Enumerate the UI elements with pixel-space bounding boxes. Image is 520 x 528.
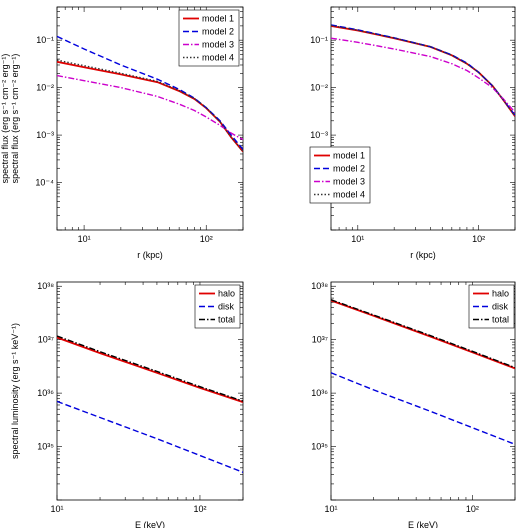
y-tick-label: 10³⁸: [311, 281, 328, 291]
series-line-model-4: [57, 59, 243, 152]
x-axis-label: r (kpc): [137, 250, 163, 260]
y-tick-label: 10⁻²: [36, 83, 54, 93]
series-line-model-2: [57, 35, 243, 150]
y-tick-label: 10³⁷: [38, 335, 54, 345]
y-axis-label: spectral flux (erg s⁻¹ cm⁻² erg⁻¹): [0, 54, 10, 184]
legend-label: model 2: [333, 164, 365, 174]
legend-label: halo: [492, 289, 509, 299]
y-tick-label: 10³⁵: [37, 442, 54, 452]
y-axis-label: spectral luminosity (erg s⁻¹ keV⁻¹): [10, 323, 20, 459]
series-line-halo: [331, 299, 515, 370]
legend-label: total: [218, 315, 235, 325]
chart-panel-2: 10¹ 10² 10⁻⁴ 10⁻³ 10⁻² 10⁻¹ r (kpc) spectral fl…: [0, 6, 516, 260]
series-line-total: [331, 299, 515, 369]
legend-label: total: [492, 315, 509, 325]
series-line-total: [57, 335, 243, 402]
y-tick-label: 10³⁸: [37, 281, 54, 291]
legend-label: model 4: [202, 53, 234, 63]
x-tick-label: 10²: [472, 234, 485, 244]
x-tick-label: 10²: [466, 504, 479, 514]
x-tick-label: 10¹: [324, 504, 337, 514]
legend-label: model 1: [333, 151, 365, 161]
series-line-disk: [331, 372, 515, 445]
legend: model 1 model 2 model 3 model 4: [178, 9, 240, 67]
legend-label: disk: [218, 302, 235, 312]
y-tick-label: 10³⁵: [311, 442, 328, 452]
series-line-disk: [57, 400, 243, 473]
y-tick-label: 10⁻⁴: [35, 178, 54, 188]
y-tick-label: 10³⁶: [37, 388, 54, 398]
y-tick-label: 10⁻²: [310, 83, 328, 93]
legend: halo disk total: [468, 284, 515, 329]
y-axis-label: spectral flux (erg s⁻¹ cm⁻² erg⁻¹): [10, 54, 20, 184]
x-axis-label: E (keV): [408, 520, 438, 528]
legend-label: model 3: [202, 40, 234, 50]
legend: halo disk total: [194, 284, 241, 329]
y-tick-label: 10⁻³: [36, 130, 54, 140]
chart-panel-4: 10¹ 10² 10³⁵ 10³⁶ 10³⁷ 10³⁸ E (keV) halo disk tot…: [311, 281, 516, 528]
legend-label: halo: [218, 289, 235, 299]
chart-panel-3: 10¹ 10² 10³⁵ 10³⁶ 10³⁷ 10³⁸ E (keV) spectral lu…: [10, 281, 244, 528]
x-axis-label: r (kpc): [410, 250, 436, 260]
x-tick-label: 10²: [193, 504, 206, 514]
x-axis-label: E (keV): [135, 520, 165, 528]
series-line-model-3: [331, 37, 515, 113]
legend-label: model 4: [333, 190, 365, 200]
y-tick-label: 10³⁶: [311, 388, 328, 398]
y-tick-label: 10⁻¹: [310, 35, 328, 45]
y-tick-label: 10⁻¹: [36, 35, 54, 45]
chart-panel-1: 10¹ 10² 10⁻⁴ 10⁻³ 10⁻² 10⁻¹ r (kpc) spectral fl…: [10, 6, 244, 260]
x-tick-label: 10¹: [351, 234, 364, 244]
series-line-model-1: [57, 60, 243, 153]
x-tick-label: 10¹: [78, 234, 91, 244]
x-tick-label: 10²: [200, 234, 213, 244]
legend-label: disk: [492, 302, 509, 312]
y-tick-label: 10⁻³: [310, 130, 328, 140]
series-line-model-4: [331, 24, 515, 117]
legend-label: model 2: [202, 27, 234, 37]
legend-label: model 1: [202, 14, 234, 24]
series-line-halo: [57, 336, 243, 403]
x-tick-label: 10¹: [50, 504, 63, 514]
y-tick-label: 10³⁷: [312, 335, 328, 345]
legend-label: model 3: [333, 177, 365, 187]
legend: model 1 model 2 model 3 model 4: [309, 146, 371, 204]
series-line-model-3: [57, 74, 243, 141]
